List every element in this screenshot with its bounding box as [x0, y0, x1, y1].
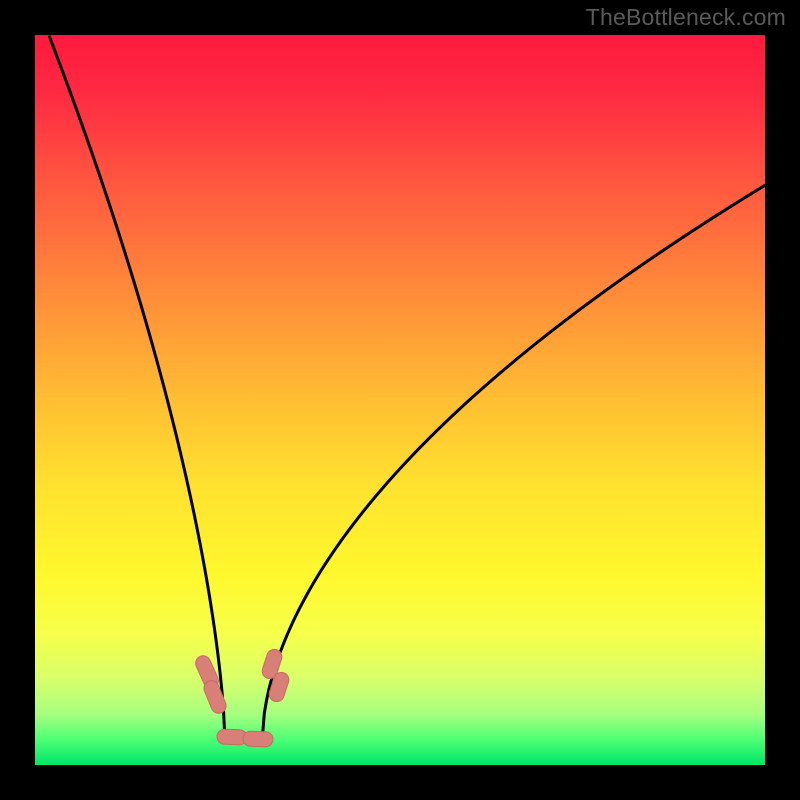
- chart-stage: TheBottleneck.com: [0, 0, 800, 800]
- lozenge-marker: [217, 729, 248, 745]
- bottleneck-chart: [0, 0, 800, 800]
- plot-background: [35, 35, 765, 765]
- lozenge-marker: [243, 731, 274, 747]
